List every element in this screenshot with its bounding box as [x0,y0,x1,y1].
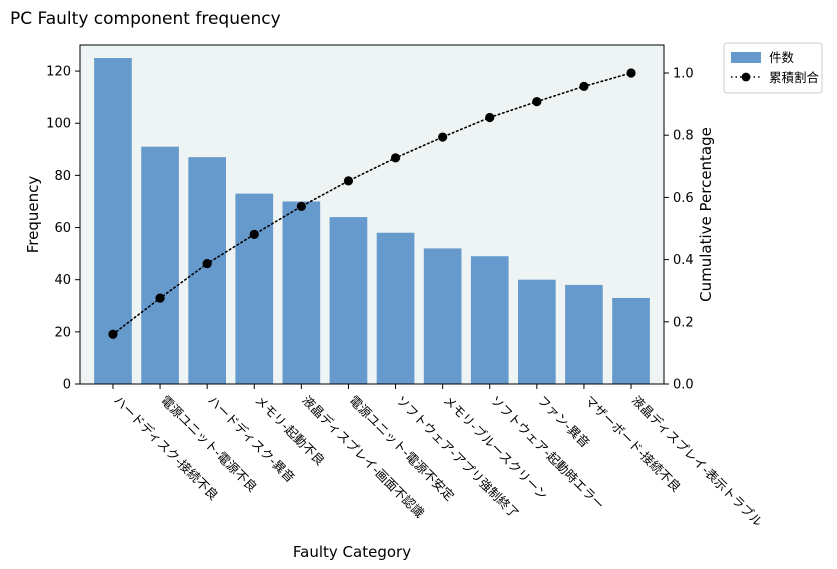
y-tick-label: 0 [63,378,71,393]
bar [376,232,415,384]
y-tick-label: 120 [46,65,71,80]
y2-tick-label: 0.6 [673,191,694,206]
cumulative-point [155,293,165,303]
y2-tick-label: 0.2 [673,315,694,330]
cumulative-point [249,229,259,240]
chart-title: PC Faulty component frequency [10,9,281,29]
cumulative-line-layer [108,68,636,339]
y-axis-right: 0.0 0.2 0.4 0.6 0.8 1.0 [664,66,694,393]
bar [518,279,556,384]
bars-layer [94,58,650,385]
legend-label: 件数 [769,50,795,65]
cumulative-point [579,81,589,91]
legend-bar-swatch [731,52,761,63]
plot-frame [79,44,665,385]
x-axis-label: Faulty Category [293,543,411,561]
x-axis: ハードディスク-接続不良電源ユニット-電源不良ハードディスク-異音メモリ-起動不… [111,384,766,529]
bar [329,217,368,384]
cumulative-point [626,68,636,78]
y-tick-label: 60 [54,221,71,236]
y2-axis-label: Cumulative Percentage [697,127,715,302]
bar [235,193,274,384]
cumulative-line [112,72,632,336]
bar [470,256,509,384]
y-axis-left: 0 20 40 60 80 100 120 [46,65,80,393]
cumulative-point [296,201,306,212]
cumulative-point [390,153,401,163]
bar [141,146,179,384]
y2-tick-label: 1.0 [673,66,694,81]
x-tick-label: ハードディスク-異音 [205,393,298,486]
cumulative-point [438,132,448,142]
cumulative-point [485,112,495,123]
y-tick-label: 80 [54,169,71,184]
y2-tick-label: 0.4 [673,253,694,268]
bar [565,284,603,384]
y-tick-label: 20 [54,325,71,340]
bar [282,201,321,384]
x-tick-label: マザーボード-接続不良 [582,393,684,495]
y-axis-label: Frequency [24,176,42,254]
y-tick-label: 40 [54,273,71,288]
cumulative-point [108,329,118,339]
cumulative-point [532,97,542,107]
legend-marker [741,72,751,82]
bar [188,157,226,384]
y2-tick-label: 0.0 [673,378,694,393]
legend-label: 累積割合 [769,70,820,85]
y2-tick-label: 0.8 [673,129,694,144]
cumulative-point [343,176,354,186]
bar [612,297,650,384]
cumulative-point [202,259,212,269]
bar [423,248,462,384]
y-tick-label: 100 [46,117,71,132]
